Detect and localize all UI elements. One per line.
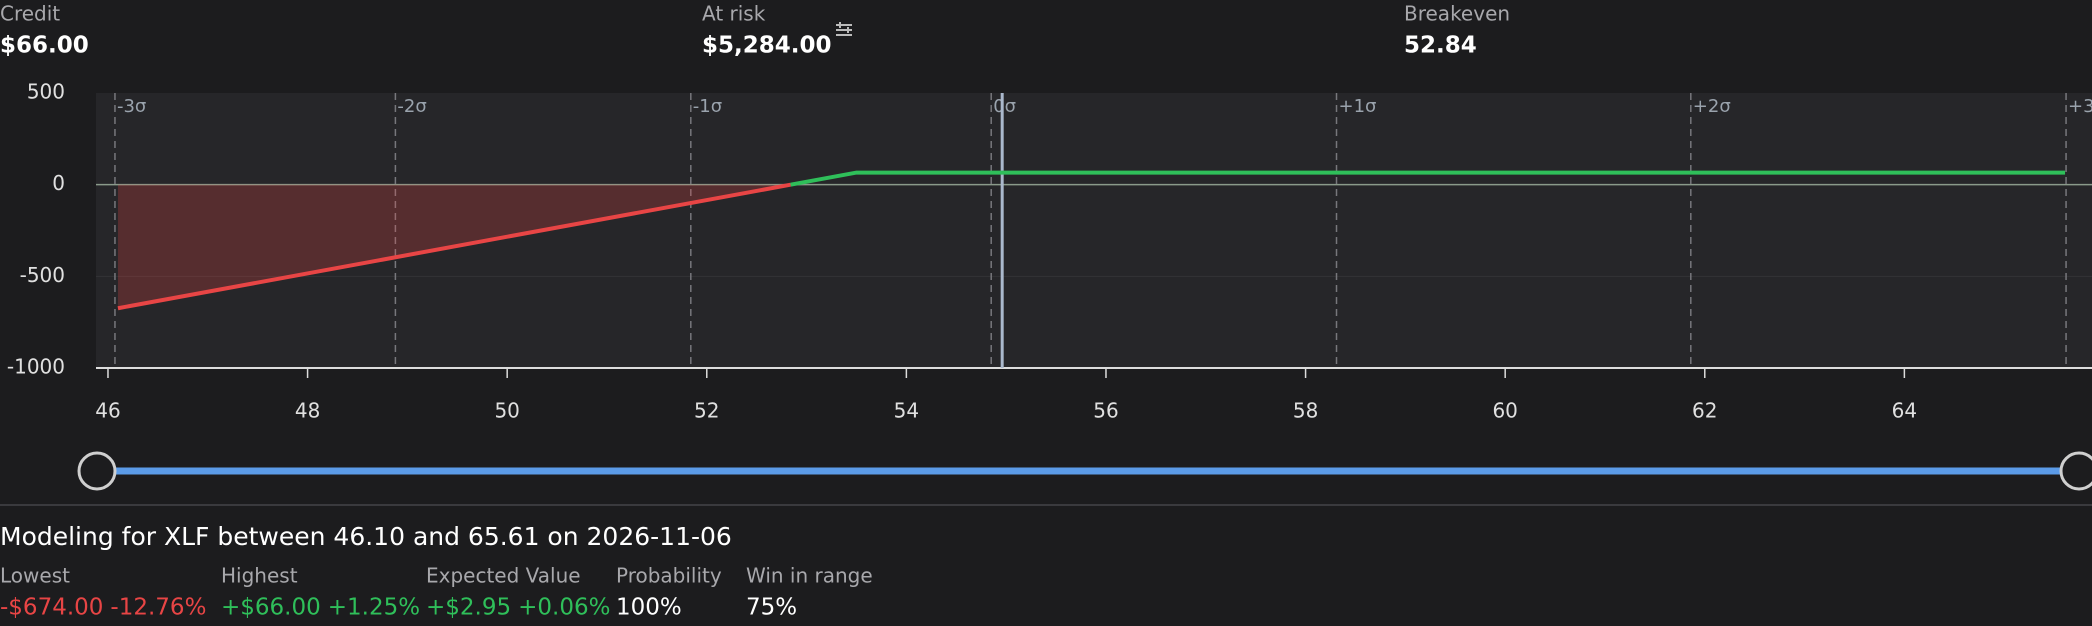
- x-tick-label: 60: [1492, 399, 1517, 423]
- sigma-label: +1σ: [1339, 96, 1377, 117]
- x-tick-label: 48: [295, 399, 320, 423]
- stat-value: +$66.00: [221, 595, 321, 621]
- sigma-label: 0σ: [993, 96, 1016, 117]
- x-tick-label: 54: [894, 399, 919, 423]
- stat-label: Lowest: [0, 564, 70, 588]
- x-tick-label: 58: [1293, 399, 1318, 423]
- modeling-title: Modeling for XLF between 46.10 and 65.61…: [0, 522, 732, 551]
- x-tick-label: 62: [1692, 399, 1717, 423]
- stat-value: +$2.95: [426, 595, 511, 621]
- stat-label: Highest: [221, 564, 298, 588]
- header-value: $66.00: [0, 33, 89, 59]
- sigma-label: -2σ: [397, 96, 426, 117]
- sliders-icon[interactable]: [836, 22, 852, 36]
- stat-value: -$674.00: [0, 595, 103, 621]
- x-tick-label: 46: [95, 399, 120, 423]
- x-tick-label: 64: [1892, 399, 1917, 423]
- stat-value: 75%: [746, 595, 797, 621]
- y-tick-label: 0: [52, 171, 65, 195]
- sigma-label: -1σ: [693, 96, 722, 117]
- header-label: Credit: [0, 2, 60, 26]
- range-slider-handle[interactable]: [77, 451, 117, 491]
- x-tick-label: 52: [694, 399, 719, 423]
- stat-value: 100%: [616, 595, 682, 621]
- range-slider-handle[interactable]: [2059, 451, 2092, 491]
- sigma-label: -3σ: [117, 96, 146, 117]
- header-value: 52.84: [1404, 33, 1477, 59]
- stat-label: Expected Value: [426, 564, 581, 588]
- loss-line: [117, 182, 791, 311]
- y-tick-label: -500: [20, 263, 65, 287]
- y-tick-label: 500: [27, 80, 65, 104]
- stat-value: +1.25%: [328, 595, 420, 621]
- y-tick-label: -1000: [7, 355, 65, 379]
- stat-value: -12.76%: [110, 595, 206, 621]
- profit-line: [790, 170, 2066, 187]
- header-label: At risk: [702, 2, 766, 26]
- plot-area: [96, 93, 2092, 368]
- stat-label: Win in range: [746, 564, 873, 588]
- stat-value: +0.06%: [518, 595, 610, 621]
- x-tick-label: 56: [1093, 399, 1118, 423]
- stat-label: Probability: [616, 564, 722, 588]
- header-value: $5,284.00: [702, 33, 832, 59]
- x-tick-label: 50: [494, 399, 519, 423]
- sigma-label: +3σ: [2068, 96, 2092, 117]
- sigma-label: +2σ: [1693, 96, 1731, 117]
- header-label: Breakeven: [1404, 2, 1510, 26]
